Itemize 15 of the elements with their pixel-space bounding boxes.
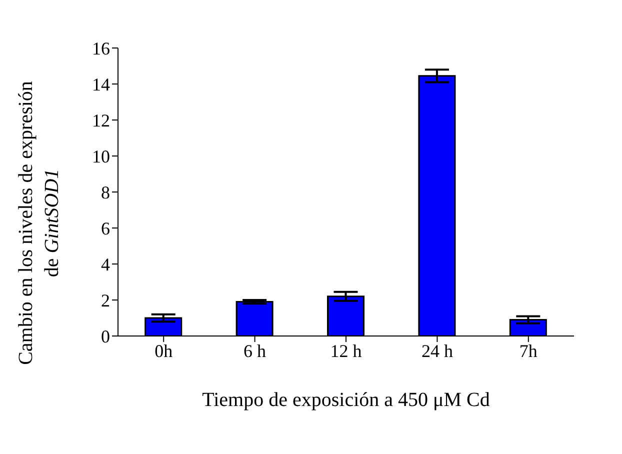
x-tick-label: 0h [154,340,173,361]
x-tick-label: 12 h [330,340,362,361]
x-tick-label: 6 h [244,340,266,361]
y-tick-label: 2 [101,290,110,310]
y-tick-label: 10 [92,146,110,166]
y-tick-label: 8 [101,182,110,202]
y-tick-label: 14 [92,74,110,94]
y-tick-label: 16 [92,38,110,58]
y-tick-label: 6 [101,218,110,238]
x-axis-title: Tiempo de exposición a 450 μM Cd [202,389,490,411]
y-tick-label: 4 [101,254,110,274]
x-tick-label: 7h [519,340,538,361]
y-tick-label: 0 [101,326,110,346]
y-tick-label: 12 [92,110,110,130]
x-tick-label: 24 h [421,340,453,361]
